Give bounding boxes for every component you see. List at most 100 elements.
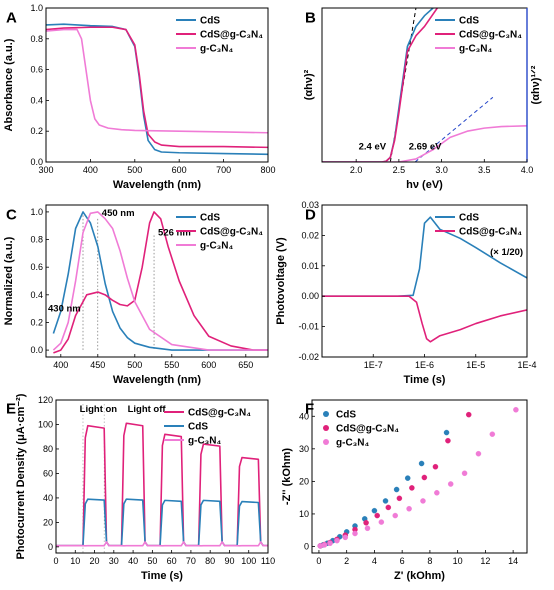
legend: CdS CdS@g-C₃N₄ g-C₃N₄ (435, 16, 522, 55)
y-tick-label: -0.02 (298, 352, 319, 362)
y-tick-label: 30 (299, 444, 309, 454)
x-tick-label: 450 (90, 360, 105, 370)
x-tick-label: 2.5 (393, 165, 406, 175)
data-point (321, 542, 328, 548)
y-tick-label: 0.8 (30, 235, 43, 245)
panel-C: C 400 450 500 550 600 650 0.0 0.2 0.4 0.6 0.8 1.0 Wav… (3, 204, 269, 386)
x-tick-label: 400 (83, 165, 98, 175)
data-point (342, 534, 349, 541)
annotation: 526 nm (158, 227, 191, 238)
data-point (334, 537, 340, 544)
data-point (327, 540, 333, 546)
x-tick-label: 1E-4 (517, 360, 536, 370)
x-tick-label: 500 (127, 165, 142, 175)
x-tick-label: 0 (53, 556, 58, 566)
y-tick-label: 0.03 (301, 200, 319, 210)
y-axis-label: Photovoltage (V) (275, 237, 287, 325)
legend-label: g-C₃N₄ (200, 241, 234, 252)
x-tick-label: 4.0 (521, 165, 534, 175)
panel-label: E (6, 400, 16, 417)
x-axis-label: Wavelength (nm) (113, 179, 202, 191)
series-line (56, 422, 268, 547)
panel-B: B 2.0 2.5 3.0 3.5 4.0 hν (eV) (αhν)² (αhν)¹ᐟ² 2.4… (303, 7, 542, 191)
legend-marker (323, 439, 329, 445)
legend-label: CdS (188, 422, 208, 433)
legend-marker (323, 411, 329, 417)
x-tick-label: 550 (164, 360, 179, 370)
series-line (46, 26, 268, 149)
x-tick-label: 2 (344, 556, 349, 566)
panel-label: C (6, 206, 17, 223)
series-line (322, 125, 527, 162)
y-tick-label: 0.6 (30, 262, 43, 272)
legend: CdS CdS@g-C₃N₄ g-C₃N₄ (323, 410, 399, 449)
legend: CdS@g-C₃N₄ CdS g-C₃N₄ (164, 408, 251, 447)
y-tick-label: 0.4 (30, 95, 43, 105)
y-axis-label: Normalized (a.u.) (3, 236, 15, 325)
x-tick-label: 110 (261, 556, 275, 566)
series-line (322, 295, 527, 343)
data-point (382, 498, 389, 504)
x-tick-label: 500 (127, 360, 142, 370)
y-tick-label: 40 (299, 411, 309, 421)
panel-A: A 300 400 500 600 700 800 0.0 0.2 0.4 0.6 0.8 1.0 Wav… (3, 3, 276, 191)
data-point (489, 431, 496, 437)
annotation: 450 nm (102, 208, 135, 219)
series-line (56, 541, 268, 547)
data-point (371, 507, 378, 514)
y-tick-label: 0.6 (30, 65, 43, 75)
y-tick-label: 0.0 (30, 345, 43, 355)
y-tick-label: 0.0 (30, 157, 43, 167)
panel-label: A (6, 9, 17, 26)
data-point (434, 490, 440, 496)
y-axis-label: (αhν)² (303, 69, 315, 100)
legend-label: g-C₃N₄ (200, 44, 234, 55)
x-tick-label: 70 (186, 556, 196, 566)
series-line (52, 211, 268, 351)
legend-label: CdS (200, 16, 220, 27)
y-tick-label: 1.0 (30, 207, 43, 217)
y-tick-label: 40 (43, 493, 53, 503)
x-tick-label: 600 (172, 165, 187, 175)
data-point (475, 450, 482, 457)
x-axis-label: Z' (kOhm) (394, 570, 445, 582)
annotation: Light off (128, 404, 167, 415)
x-tick-label: 50 (147, 556, 157, 566)
x-tick-label: 600 (201, 360, 216, 370)
legend-label: CdS@g-C₃N₄ (200, 30, 263, 41)
y-tick-label: 0.2 (30, 126, 43, 136)
y-tick-label: 0 (48, 542, 53, 552)
data-point (406, 505, 412, 512)
series-line (53, 211, 268, 354)
x-tick-label: 3.5 (478, 165, 491, 175)
y-axis-label: Absorbance (a.u.) (3, 38, 15, 131)
data-point (420, 498, 426, 504)
x-tick-label: 3.0 (435, 165, 448, 175)
x-tick-label: 1E-6 (415, 360, 434, 370)
x-tick-label: 14 (508, 556, 518, 566)
x-tick-label: 700 (216, 165, 231, 175)
legend-label: CdS (200, 213, 220, 224)
axes-frame (311, 399, 528, 554)
y-tick-label: 0.00 (301, 291, 319, 301)
panel-label: B (305, 9, 316, 26)
annotation: 2.4 eV (359, 142, 387, 153)
x-axis-label: hν (eV) (406, 179, 443, 191)
x-tick-label: 400 (53, 360, 68, 370)
plot-area (322, 8, 527, 162)
data-point (409, 485, 415, 491)
x-tick-label: 10 (453, 556, 463, 566)
tangent-guide (414, 96, 494, 162)
series-line (46, 28, 268, 134)
data-point (364, 525, 371, 532)
data-point (363, 519, 369, 526)
x-tick-label: 12 (480, 556, 490, 566)
x-tick-label: 0 (316, 556, 321, 566)
plot-area (322, 216, 527, 343)
x-tick-label: 1E-7 (364, 360, 383, 370)
data-point (432, 463, 439, 470)
x-tick-label: 4 (372, 556, 377, 566)
panel-E: E 0 10 20 30 40 50 60 70 80 90 100 110 0 20 40 60 80 100 12… (6, 393, 275, 582)
data-point (393, 486, 400, 493)
legend-label: CdS@g-C₃N₄ (459, 227, 522, 238)
